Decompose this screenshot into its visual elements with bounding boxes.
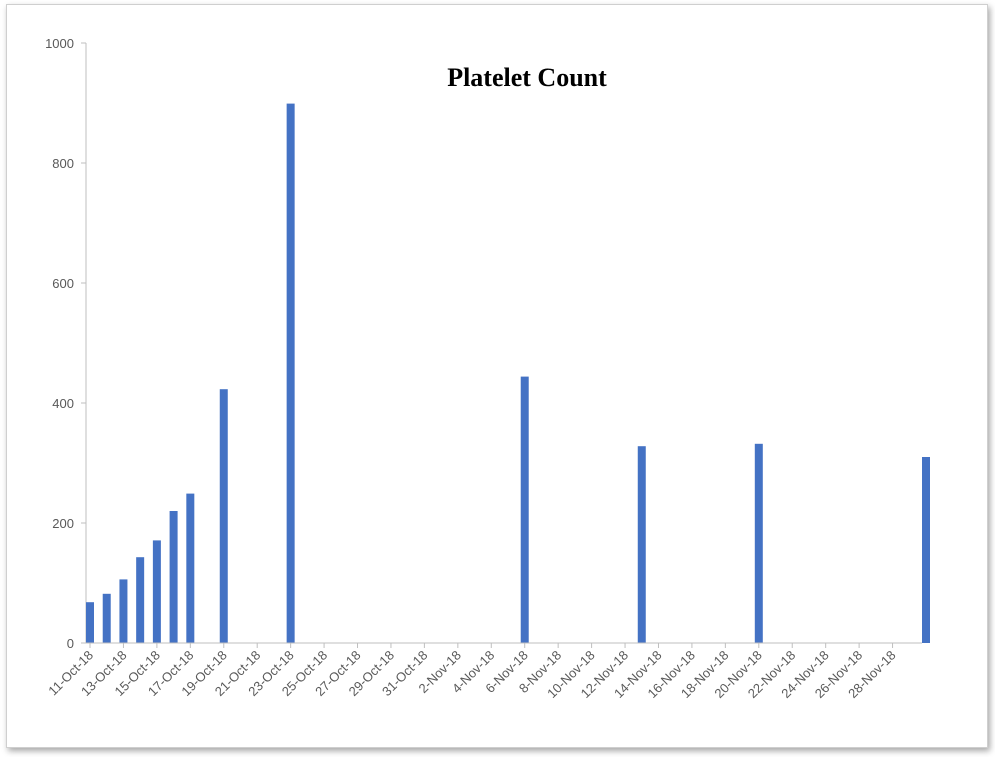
bar <box>286 103 295 644</box>
bar <box>152 540 161 643</box>
bar <box>754 443 763 643</box>
y-tick-label: 200 <box>52 516 74 531</box>
bar <box>136 557 145 643</box>
bar <box>86 602 94 643</box>
bar <box>922 457 930 643</box>
y-tick-label: 400 <box>52 396 74 411</box>
bar-series <box>86 103 930 644</box>
bar <box>637 446 646 643</box>
y-tick-label: 1000 <box>45 36 74 51</box>
bar <box>102 593 111 643</box>
bar-chart: Platelet Count 0 200 400 600 800 1000 11-Oct-… <box>45 36 930 701</box>
chart-frame: Platelet Count 0 200 400 600 800 1000 11-Oct-… <box>6 4 988 748</box>
bar <box>219 389 228 643</box>
bar <box>169 511 178 643</box>
x-axis: 11-Oct-1813-Oct-1815-Oct-1817-Oct-1819-O… <box>45 642 922 701</box>
y-tick-label: 800 <box>52 156 74 171</box>
chart-title: Platelet Count <box>447 63 607 92</box>
bar <box>119 579 128 643</box>
y-axis: 0 200 400 600 800 1000 <box>45 36 87 651</box>
y-tick-label: 600 <box>52 276 74 291</box>
bar <box>520 376 529 643</box>
y-tick-label: 0 <box>67 636 74 651</box>
bar <box>186 493 195 643</box>
